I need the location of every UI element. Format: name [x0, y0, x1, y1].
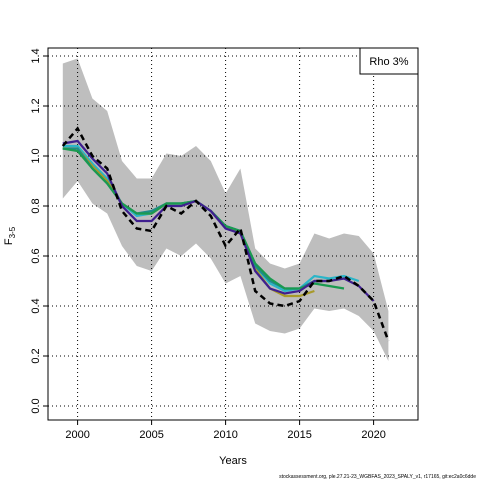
y-axis-label: F3-5 [3, 226, 17, 245]
y-tick-label: 1.4 [30, 48, 42, 63]
x-tick-label: 2015 [287, 429, 311, 441]
x-tick-label: 2010 [213, 429, 237, 441]
confidence-band [62, 58, 389, 361]
y-tick-label: 0.0 [30, 398, 42, 413]
footer: stockassessment.org, ple.27.21-23_WGBFAS… [279, 474, 476, 480]
x-tick-label: 2005 [139, 429, 163, 441]
y-tick-label: 0.6 [30, 248, 42, 263]
x-tick-label: 2020 [361, 429, 385, 441]
legend-text: Rho 3% [369, 56, 408, 68]
y-tick-label: 0.2 [30, 348, 42, 363]
series-line [61, 126, 390, 342]
y-label-sub: 3-5 [8, 226, 17, 238]
x-axis-label: Years [219, 455, 247, 467]
plot-frame [47, 47, 419, 421]
y-tick-label: 0.8 [30, 198, 42, 213]
y-tick-label: 1.0 [30, 148, 42, 163]
y-tick-label: 1.2 [30, 98, 42, 113]
y-label-main: F [3, 238, 15, 245]
x-tick-label: 2000 [65, 429, 89, 441]
y-tick-label: 0.4 [30, 298, 42, 313]
legend-box [359, 47, 419, 75]
